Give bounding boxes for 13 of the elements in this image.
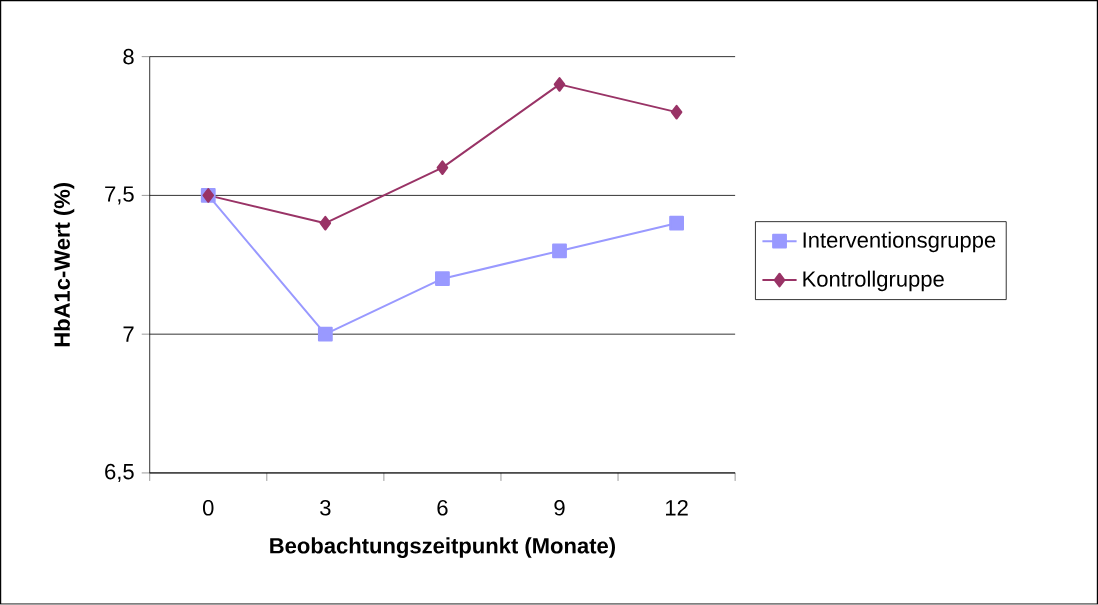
x-tick-label: 0 (202, 500, 214, 516)
x-tick-label: 9 (554, 500, 565, 516)
legend-label: Kontrollgruppe (803, 270, 944, 292)
y-axis-title: HbA1c-Wert (%) (53, 183, 75, 347)
x-tick-label: 12 (666, 500, 688, 516)
y-tick-label: 8 (123, 49, 134, 65)
y-tick-label: 7,5 (105, 186, 134, 205)
y-tick-label: 7 (123, 326, 134, 342)
x-tick-label: 3 (320, 500, 331, 516)
x-tick-label: 6 (437, 500, 448, 516)
legend-label: Interventionsgruppe (803, 231, 996, 253)
x-axis-title: Beobachtungszeitpunkt (Monate) (270, 537, 615, 559)
y-tick-label: 6,5 (105, 464, 134, 483)
